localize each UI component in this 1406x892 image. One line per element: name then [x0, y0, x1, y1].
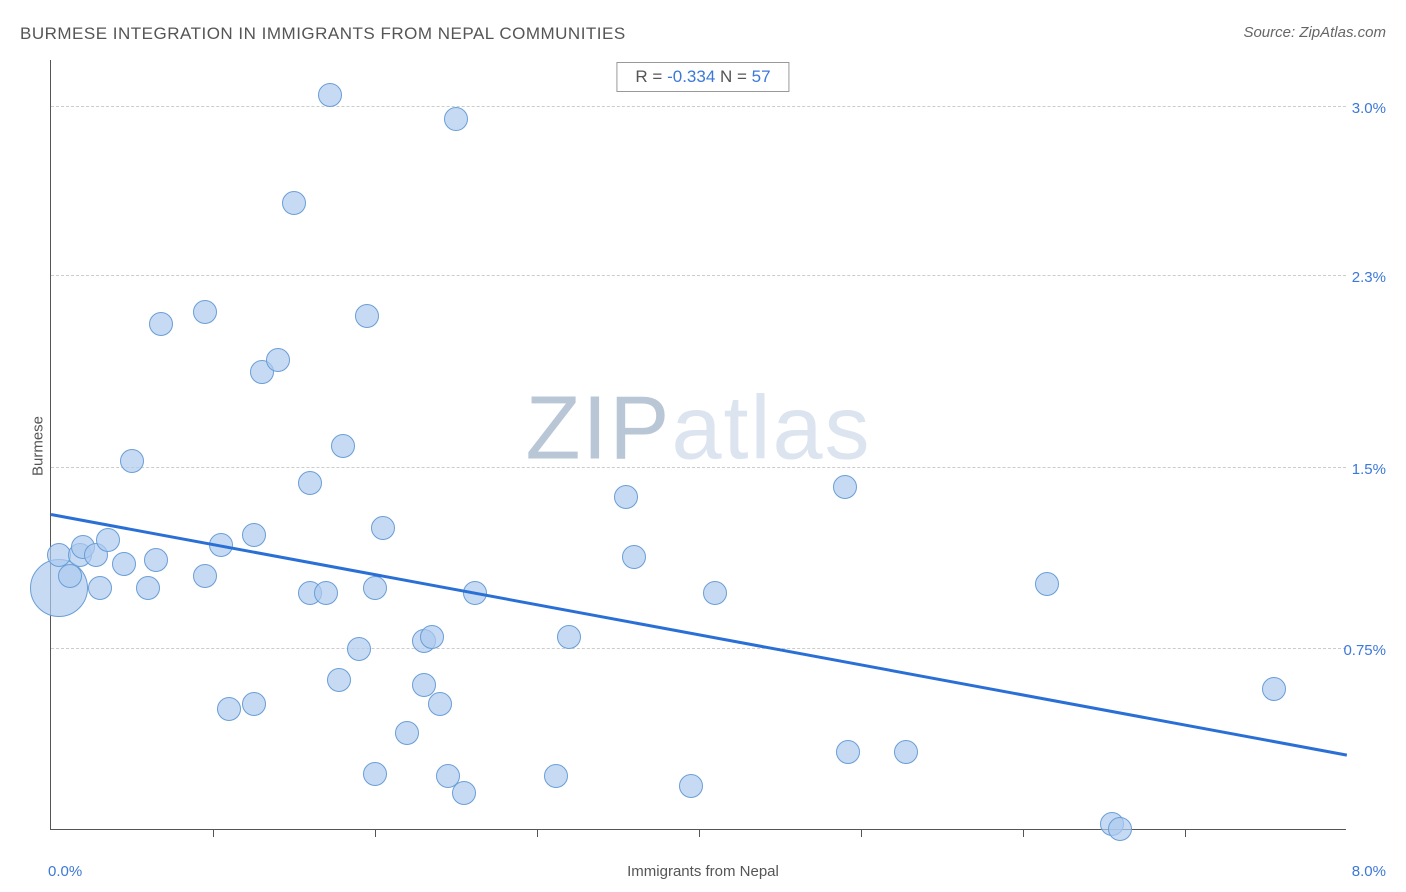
scatter-point [679, 774, 703, 798]
scatter-point [144, 548, 168, 572]
scatter-point [298, 471, 322, 495]
r-value: -0.334 [667, 67, 715, 86]
scatter-point [420, 625, 444, 649]
x-tick [699, 829, 700, 837]
x-tick [537, 829, 538, 837]
scatter-point [136, 576, 160, 600]
y-axis-label: Burmese [30, 416, 47, 476]
x-axis-label: Immigrants from Nepal [627, 863, 779, 880]
scatter-point [363, 576, 387, 600]
y-tick-label: 1.5% [1352, 461, 1386, 478]
x-tick [861, 829, 862, 837]
n-label: N = [715, 67, 751, 86]
gridline [51, 467, 1346, 468]
scatter-point [242, 692, 266, 716]
scatter-point [282, 191, 306, 215]
scatter-point [1035, 572, 1059, 596]
scatter-point [1108, 817, 1132, 841]
scatter-point [363, 762, 387, 786]
x-axis-min: 0.0% [48, 863, 82, 880]
scatter-point [557, 625, 581, 649]
scatter-point [395, 721, 419, 745]
scatter-point [266, 348, 290, 372]
scatter-point [88, 576, 112, 600]
scatter-point [371, 516, 395, 540]
x-tick [1185, 829, 1186, 837]
x-tick [213, 829, 214, 837]
y-tick-label: 2.3% [1352, 269, 1386, 286]
scatter-point [614, 485, 638, 509]
scatter-point [327, 668, 351, 692]
scatter-point [96, 528, 120, 552]
chart-title: BURMESE INTEGRATION IN IMMIGRANTS FROM N… [20, 24, 626, 44]
y-tick-label: 0.75% [1343, 642, 1386, 659]
scatter-point [217, 697, 241, 721]
scatter-point [331, 434, 355, 458]
scatter-point [112, 552, 136, 576]
scatter-point [894, 740, 918, 764]
scatter-point [314, 581, 338, 605]
scatter-point [1262, 677, 1286, 701]
scatter-point [428, 692, 452, 716]
scatter-point [622, 545, 646, 569]
n-value: 57 [752, 67, 771, 86]
x-tick [375, 829, 376, 837]
scatter-point [444, 107, 468, 131]
scatter-point [58, 564, 82, 588]
scatter-point [120, 449, 144, 473]
plot-area: ZIPatlas [50, 60, 1346, 830]
scatter-point [149, 312, 173, 336]
scatter-point [544, 764, 568, 788]
y-tick-label: 3.0% [1352, 100, 1386, 117]
scatter-point [347, 637, 371, 661]
scatter-point [836, 740, 860, 764]
scatter-point [833, 475, 857, 499]
gridline [51, 648, 1346, 649]
scatter-point [318, 83, 342, 107]
scatter-point [355, 304, 379, 328]
gridline [51, 106, 1346, 107]
r-label: R = [635, 67, 667, 86]
stats-box: R = -0.334 N = 57 [616, 62, 789, 92]
x-axis-max: 8.0% [1352, 863, 1386, 880]
trend-line [51, 513, 1348, 757]
scatter-point [703, 581, 727, 605]
watermark: ZIPatlas [525, 378, 871, 481]
gridline [51, 275, 1346, 276]
watermark-part2: atlas [671, 379, 871, 479]
scatter-point [452, 781, 476, 805]
x-tick [1023, 829, 1024, 837]
source-label: Source: ZipAtlas.com [1243, 24, 1386, 41]
scatter-point [193, 564, 217, 588]
scatter-point [242, 523, 266, 547]
scatter-point [193, 300, 217, 324]
watermark-part1: ZIP [525, 379, 671, 479]
